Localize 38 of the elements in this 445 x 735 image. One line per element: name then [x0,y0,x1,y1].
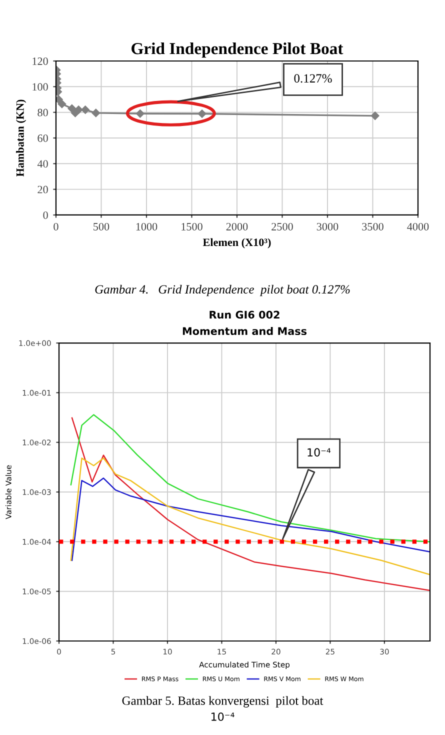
line-series [71,417,430,591]
x-tick-label: 3500 [362,222,384,230]
chart-subtitle: Momentum and Mass [182,326,307,336]
line-series [71,478,430,562]
x-tick-label: 2000 [226,222,248,230]
text: Gambar 4. Grid Independence pilot boat 0.127% [95,284,350,296]
chart-title: Grid Independence Pilot Boat [132,42,344,58]
point [370,112,380,120]
x-tick-label: 3000 [316,222,338,230]
x-tick-label: 1500 [182,222,202,230]
x-tick-label: 4000 [407,222,429,230]
y-tick-label: 60 [38,134,48,142]
text: Gambar 5. Batas konvergensi pilot boat [122,696,324,708]
line-series [70,458,430,575]
y-tick-label: 100 [32,83,48,91]
chart-title: Run GI6 002 [210,310,280,319]
point [58,100,66,108]
point [56,95,63,104]
annotation: 0.127% [294,74,332,83]
text: 10⁻⁴ [211,712,234,721]
x-tick-label: 0 [54,222,58,230]
y-tick-label: 40 [37,160,48,168]
y-tick-label: 80 [38,108,48,116]
ref-line-label: 10⁻⁴ [308,448,331,457]
line-series [70,414,430,542]
x-tick-label: 500 [94,222,110,230]
y-tick-label: 20 [38,186,48,194]
x-tick-label: 2500 [272,222,293,230]
point [81,106,90,114]
point [198,110,206,118]
y-axis-title: Hambatan (KN) [16,100,26,177]
y-tick-label: 0 [43,211,48,219]
x-tick-label: 1000 [136,222,158,230]
y-tick-label: 120 [32,57,48,65]
point [92,108,100,118]
x-axis-title: Elemen (X10³) [202,238,271,248]
point [136,109,144,118]
point [68,104,76,113]
